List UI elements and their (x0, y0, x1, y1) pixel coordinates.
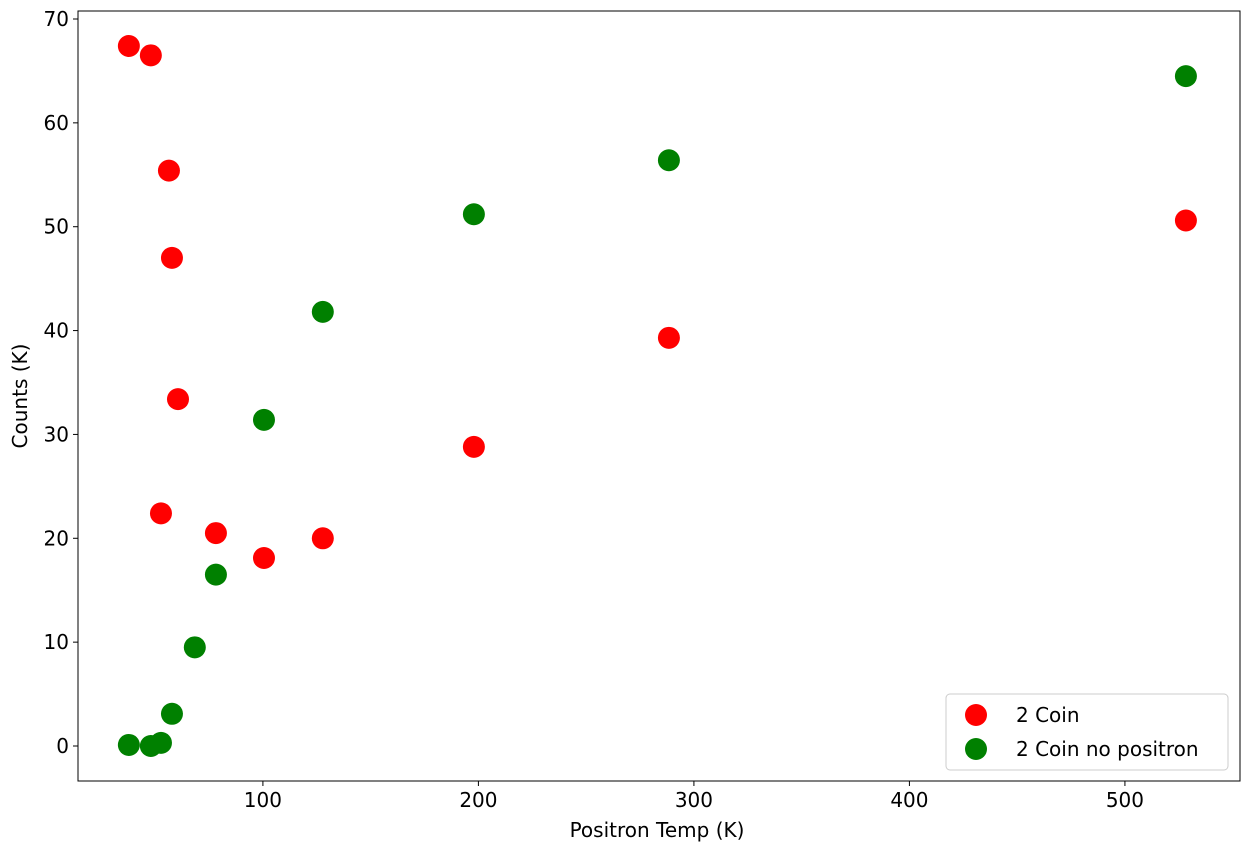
x-tick-label: 400 (890, 788, 928, 812)
point (252, 547, 275, 570)
y-tick-label: 70 (44, 7, 69, 31)
point (117, 733, 140, 756)
point (160, 702, 183, 725)
point (462, 435, 485, 458)
point (252, 408, 275, 431)
point (149, 502, 172, 525)
point (657, 326, 680, 349)
y-tick-label: 30 (44, 422, 69, 446)
y-tick-label: 0 (56, 734, 69, 758)
y-axis-label: Counts (K) (8, 344, 32, 449)
x-tick-label: 300 (675, 788, 713, 812)
y-tick-label: 40 (44, 319, 69, 343)
point (160, 246, 183, 269)
legend-label: 2 Coin no positron (1016, 737, 1199, 761)
x-tick-label: 200 (459, 788, 497, 812)
x-axis-label: Positron Temp (K) (570, 818, 745, 842)
point (657, 149, 680, 172)
point (311, 527, 334, 550)
legend-marker (965, 704, 987, 726)
y-tick-label: 20 (44, 526, 69, 550)
point (462, 203, 485, 226)
x-tick-label: 100 (244, 788, 282, 812)
y-tick-label: 50 (44, 215, 69, 239)
y-tick-label: 60 (44, 111, 69, 135)
legend-marker (965, 738, 987, 760)
legend-box (945, 693, 1229, 771)
legend-label: 2 Coin (1016, 703, 1080, 727)
plot-frame (77, 10, 1241, 782)
y-tick-label: 10 (44, 630, 69, 654)
point (183, 636, 206, 659)
point (204, 563, 227, 586)
point (139, 44, 162, 67)
point (311, 300, 334, 323)
point (117, 35, 140, 57)
x-tick-label: 500 (1106, 788, 1144, 812)
point (1174, 65, 1197, 88)
point (149, 731, 172, 754)
point (157, 159, 180, 182)
point (166, 388, 189, 411)
point (204, 522, 227, 545)
point (1174, 209, 1197, 232)
